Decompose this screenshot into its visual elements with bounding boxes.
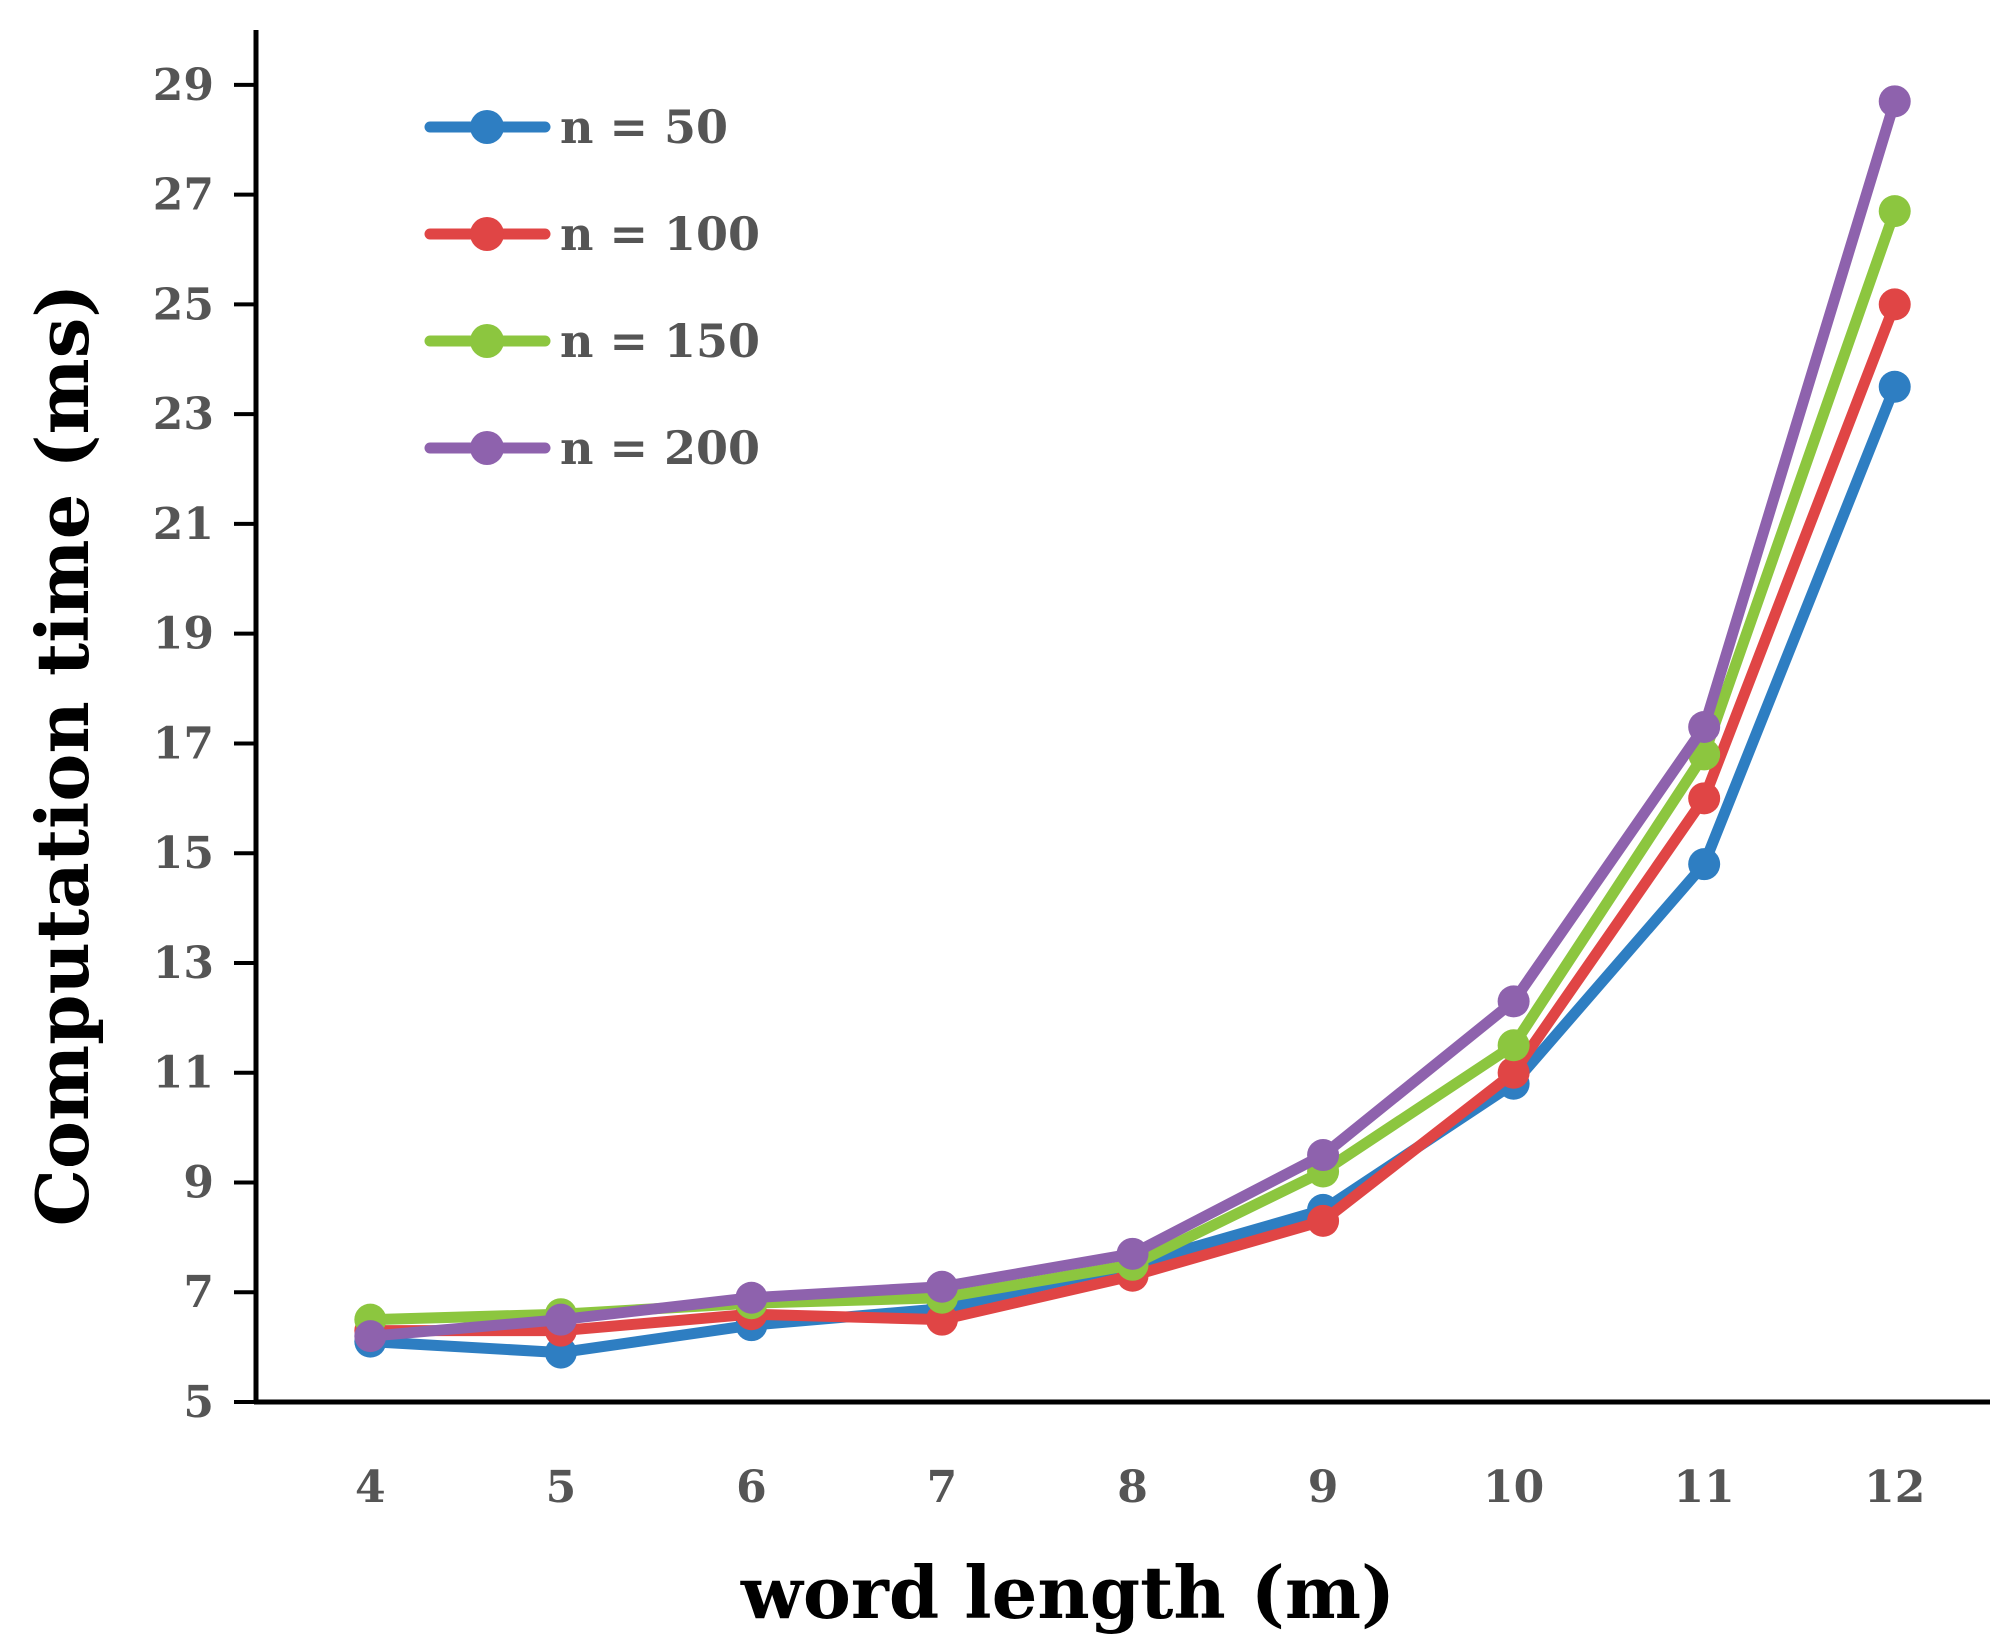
data-point: [1307, 1204, 1340, 1237]
x-tick-label: 10: [1483, 1462, 1544, 1513]
data-point: [354, 1320, 387, 1353]
data-point: [1116, 1237, 1149, 1270]
data-point: [1688, 710, 1721, 743]
x-axis-title: word length (m): [740, 1550, 1395, 1635]
y-tick-label: 5: [183, 1377, 214, 1428]
x-tick-label: 6: [736, 1462, 767, 1513]
data-point: [544, 1336, 577, 1369]
data-point: [925, 1270, 958, 1303]
series-4: [354, 85, 1911, 1353]
y-tick-label: 13: [153, 938, 214, 989]
data-point: [1688, 782, 1721, 815]
y-tick-label: 27: [153, 170, 214, 221]
x-tick-label: 8: [1117, 1462, 1148, 1513]
legend-item: n = 50: [424, 100, 728, 154]
legend-item: n = 100: [424, 207, 760, 261]
x-tick-label: 9: [1308, 1462, 1339, 1513]
y-tick-label: 25: [153, 279, 214, 330]
y-tick-label: 9: [183, 1157, 214, 1208]
y-tick-label: 21: [153, 499, 214, 550]
data-point: [1688, 848, 1721, 881]
y-axis-ticks: 5 7 9 11 13 15 17 19 21 23 25 27 29: [153, 60, 256, 1428]
data-point: [544, 1303, 577, 1336]
y-tick-label: 17: [153, 718, 214, 769]
y-tick-label: 29: [153, 60, 214, 111]
legend-item: n = 150: [424, 314, 760, 368]
y-axis-title: Computation time (ms): [20, 284, 105, 1227]
legend-swatch-marker: [470, 217, 504, 251]
y-tick-label: 19: [153, 609, 214, 660]
data-point: [1497, 1029, 1530, 1062]
legend-swatch-marker: [470, 110, 504, 144]
y-tick-label: 7: [183, 1267, 214, 1318]
axes: [253, 30, 1990, 1405]
legend-label: n = 50: [560, 100, 728, 154]
legend-swatch-marker: [470, 431, 504, 465]
x-axis-ticks: 4 5 6 7 8 9 10 11 12: [355, 1462, 1925, 1513]
series-line: [364, 205, 1901, 1326]
data-point: [1878, 288, 1911, 321]
x-tick-label: 5: [546, 1462, 577, 1513]
data-point: [1878, 370, 1911, 403]
data-point: [1878, 195, 1911, 228]
data-point: [1878, 85, 1911, 118]
data-point: [1497, 1056, 1530, 1089]
y-tick-label: 15: [153, 828, 214, 879]
legend-label: n = 200: [560, 421, 760, 475]
x-tick-label: 4: [355, 1462, 386, 1513]
legend-label: n = 100: [560, 207, 760, 261]
y-tick-label: 11: [153, 1048, 214, 1099]
x-tick-label: 7: [927, 1462, 958, 1513]
legend-label: n = 150: [560, 314, 760, 368]
legend-swatch-marker: [470, 324, 504, 358]
legend: n = 50 n = 100 n = 150 n = 200: [424, 100, 760, 475]
series-line: [364, 95, 1901, 1342]
series-1: [354, 370, 1911, 1369]
series-line: [364, 381, 1901, 1359]
data-point: [735, 1281, 768, 1314]
x-tick-label: 11: [1674, 1462, 1735, 1513]
series-layer: [354, 85, 1911, 1369]
x-tick-label: 12: [1864, 1462, 1925, 1513]
data-point: [1497, 985, 1530, 1018]
legend-item: n = 200: [424, 421, 760, 475]
y-tick-label: 23: [153, 389, 214, 440]
data-point: [925, 1303, 958, 1336]
data-point: [1307, 1139, 1340, 1172]
